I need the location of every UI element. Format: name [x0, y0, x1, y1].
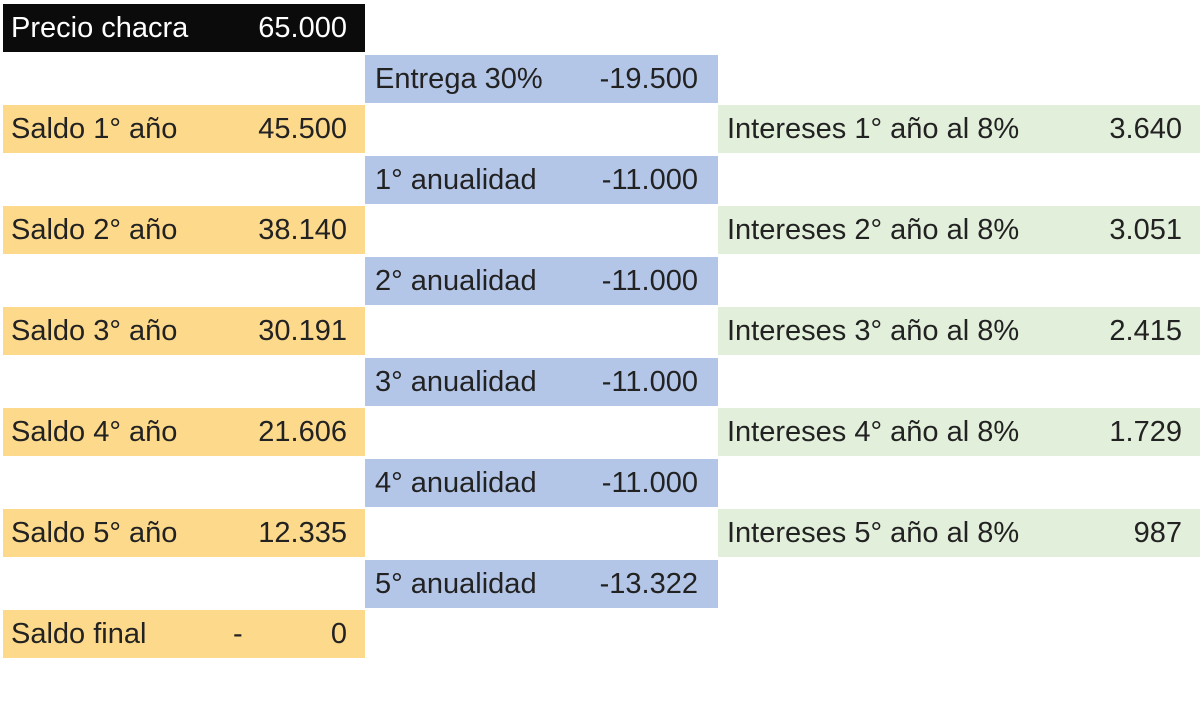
interest-cell-label: Intereses 2° año al 8%	[727, 214, 1020, 246]
interest-cell-label: Intereses 3° año al 8%	[727, 315, 1020, 347]
interest-cell-value: 2.415	[1109, 315, 1182, 347]
payment-cell: Entrega 30% -19.500	[365, 54, 718, 103]
payment-cell-label: 1° anualidad	[375, 163, 537, 196]
interest-cell-value: 3.051	[1109, 214, 1182, 246]
payment-cell-value: -11.000	[601, 365, 698, 398]
payment-cell-label: 4° anualidad	[375, 466, 537, 499]
balance-cell-label: Saldo 1° año	[11, 113, 178, 145]
final-cell-value: 0	[330, 618, 347, 650]
payment-cell: 3° anualidad -11.000	[365, 357, 718, 406]
balance-cell-label: Saldo 4° año	[11, 416, 178, 448]
interest-cell: Intereses 1° año al 8% 3.640	[718, 105, 1200, 153]
balance-cell: Saldo 2° año 38.140	[3, 206, 365, 254]
balance-cell-value: 38.140	[258, 214, 347, 246]
interest-cell-label: Intereses 1° año al 8%	[727, 113, 1020, 145]
payment-cell: 5° anualidad -13.322	[365, 559, 718, 608]
price-cell: Precio chacra 65.000	[3, 4, 365, 52]
price-cell-label: Precio chacra	[11, 12, 189, 44]
final-cell-label: Saldo final	[11, 618, 147, 650]
balance-cell-value: 12.335	[258, 517, 347, 549]
payment-cell-label: 5° anualidad	[375, 567, 537, 600]
balance-cell: Saldo 1° año 45.500	[3, 105, 365, 153]
payment-cell-value: -11.000	[601, 466, 698, 499]
payment-cell-value: -13.322	[599, 567, 698, 600]
interest-cell-value: 987	[1133, 517, 1182, 549]
balance-cell-value: 30.191	[258, 315, 347, 347]
interest-cell-label: Intereses 5° año al 8%	[727, 517, 1020, 549]
balance-cell-label: Saldo 3° año	[11, 315, 178, 347]
interest-cell-value: 1.729	[1109, 416, 1182, 448]
balance-cell-label: Saldo 2° año	[11, 214, 178, 246]
interest-cell: Intereses 4° año al 8% 1.729	[718, 408, 1200, 456]
payment-cell-value: -11.000	[601, 264, 698, 297]
interest-cell: Intereses 3° año al 8% 2.415	[718, 307, 1200, 355]
interest-cell-value: 3.640	[1109, 113, 1182, 145]
payment-cell-label: Entrega 30%	[375, 62, 543, 95]
payment-cell-value: -11.000	[601, 163, 698, 196]
interest-cell: Intereses 2° año al 8% 3.051	[718, 206, 1200, 254]
final-cell: Saldo final 0 -	[3, 610, 365, 658]
balance-cell-value: 45.500	[258, 113, 347, 145]
balance-cell-label: Saldo 5° año	[11, 517, 178, 549]
final-dash: -	[233, 618, 243, 650]
payment-cell: 1° anualidad -11.000	[365, 155, 718, 204]
payment-cell: 4° anualidad -11.000	[365, 458, 718, 507]
balance-cell-value: 21.606	[258, 416, 347, 448]
balance-cell: Saldo 5° año 12.335	[3, 509, 365, 557]
payment-cell-label: 2° anualidad	[375, 264, 537, 297]
payment-cell-label: 3° anualidad	[375, 365, 537, 398]
interest-cell: Intereses 5° año al 8% 987	[718, 509, 1200, 557]
balance-cell: Saldo 4° año 21.606	[3, 408, 365, 456]
price-cell-value: 65.000	[258, 12, 347, 44]
interest-cell-label: Intereses 4° año al 8%	[727, 416, 1020, 448]
payment-cell: 2° anualidad -11.000	[365, 256, 718, 305]
balance-cell: Saldo 3° año 30.191	[3, 307, 365, 355]
payment-cell-value: -19.500	[599, 62, 698, 95]
